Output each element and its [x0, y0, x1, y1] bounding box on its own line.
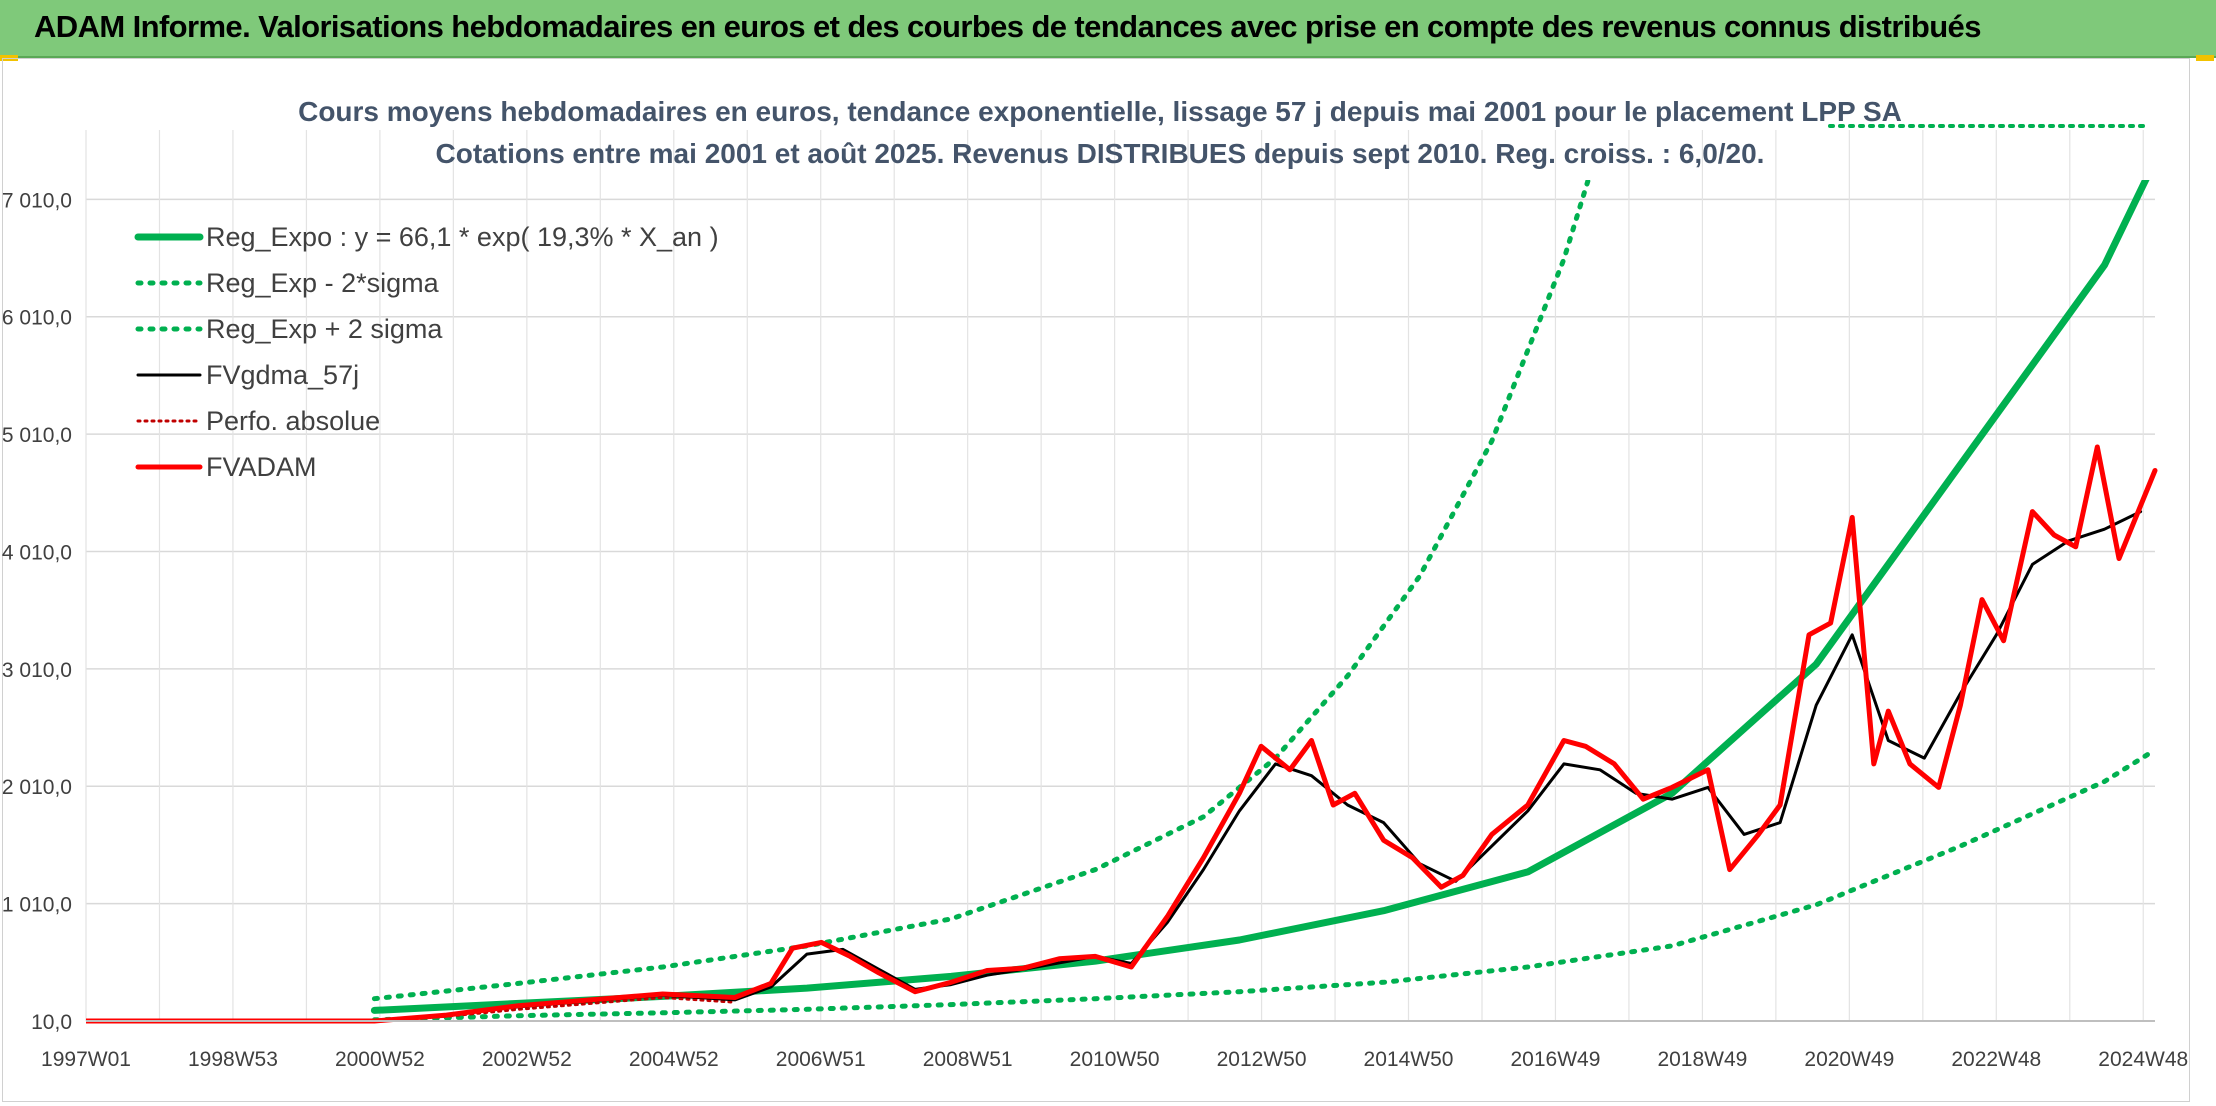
x-tick-label: 2006W51 — [776, 1048, 866, 1071]
series-line-5 — [86, 444, 2158, 1024]
corner-mark-right — [2196, 55, 2214, 61]
y-tick-label: 2 010,0 — [2, 776, 72, 799]
x-tick-label: 2012W50 — [1217, 1048, 1307, 1071]
x-tick-label: 2008W51 — [923, 1048, 1013, 1071]
chart-frame — [2, 58, 2190, 1102]
x-tick-label: 1997W01 — [41, 1048, 131, 1071]
report-title: ADAM Informe. Valorisations hebdomadaire… — [34, 9, 1981, 44]
x-tick-label: 2014W50 — [1364, 1048, 1454, 1071]
series-line-3 — [86, 510, 2143, 1023]
series-layer — [86, 180, 2158, 1024]
x-tick-label: 2010W50 — [1070, 1048, 1160, 1071]
legend-entry: Reg_Exp + 2 sigma — [206, 314, 443, 344]
chart-title: Cours moyens hebdomadaires en euros, ten… — [298, 96, 1902, 127]
legend-entry: FVADAM — [206, 452, 317, 482]
x-tick-label: 2018W49 — [1657, 1048, 1747, 1071]
legend: Reg_Expo : y = 66,1 * exp( 19,3% * X_an … — [134, 222, 719, 482]
x-tick-label: 2022W48 — [1951, 1048, 2041, 1071]
grid — [85, 130, 2155, 1021]
y-tick-label: 3 010,0 — [2, 659, 72, 682]
x-tick-label: 2000W52 — [335, 1048, 425, 1071]
series-line-0 — [370, 180, 2150, 1014]
x-axis-ticks: 1997W01 1998W53 2000W52 2002W52 2004W52 2006W… — [41, 1048, 2188, 1071]
x-tick-label: 2024W48 — [2098, 1048, 2188, 1071]
y-tick-label: 7 010,0 — [2, 189, 72, 212]
x-tick-label: 1998W53 — [188, 1048, 278, 1071]
y-tick-label: 4 010,0 — [2, 541, 72, 564]
legend-entry: Reg_Exp - 2*sigma — [206, 268, 440, 298]
legend-entry: Perfo. absolue — [206, 406, 380, 436]
y-axis-ticks: 10,0 1 010,0 2 010,0 3 010,0 4 010,0 5 010,0 6… — [2, 189, 72, 1034]
series-line-2 — [371, 180, 1591, 1002]
y-tick-label: 5 010,0 — [2, 424, 72, 447]
x-tick-label: 2020W49 — [1804, 1048, 1894, 1071]
y-tick-label: 1 010,0 — [2, 894, 72, 917]
report-banner: ADAM Informe. Valorisations hebdomadaire… — [0, 0, 2216, 58]
series-line-1 — [371, 747, 2158, 1023]
y-tick-label: 10,0 — [31, 1011, 72, 1034]
x-tick-label: 2016W49 — [1511, 1048, 1601, 1071]
x-tick-label: 2004W52 — [629, 1048, 719, 1071]
legend-entry: Reg_Expo : y = 66,1 * exp( 19,3% * X_an … — [206, 222, 719, 252]
legend-entry: FVgdma_57j — [206, 360, 359, 390]
x-tick-label: 2002W52 — [482, 1048, 572, 1071]
y-tick-label: 6 010,0 — [2, 307, 72, 330]
chart-subtitle: Cotations entre mai 2001 et août 2025. R… — [436, 138, 1765, 169]
